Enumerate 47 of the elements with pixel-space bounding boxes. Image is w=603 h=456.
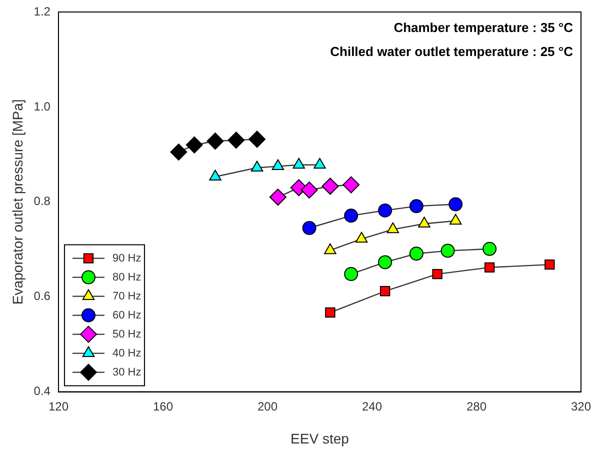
point [206,132,224,150]
point [344,267,358,282]
y-tick-label: 0.6 [34,289,51,304]
point [322,178,339,195]
y-tick-label: 1.0 [34,99,51,114]
annotation: Chilled water outlet temperature : 25 °C [330,44,574,60]
point [228,132,245,149]
x-axis-title: EEV step [290,430,350,446]
point [440,244,455,258]
x-tick-label: 240 [362,399,382,414]
point [248,130,266,148]
legend-label: 40 Hz [112,347,142,360]
y-tick-label: 1.2 [34,4,51,18]
y-tick-label: 0.4 [34,384,51,398]
point [186,136,203,154]
y-axis-title: Evaporator outlet pressure [MPa] [9,99,26,305]
point [380,286,390,296]
point [344,208,358,223]
y-tick-label: 0.8 [34,194,51,208]
legend-label: 80 Hz [112,271,142,284]
point [482,242,497,256]
point [272,159,284,170]
legend-label: 60 Hz [112,309,142,322]
point [448,197,463,212]
x-tick-label: 160 [152,399,174,414]
x-tick-label: 120 [48,399,69,414]
point [269,188,286,206]
point [325,307,336,318]
legend-label: 90 Hz [112,252,142,264]
x-tick-label: 280 [466,399,487,414]
point [432,268,442,280]
x-tick-label: 320 [570,399,592,414]
point [342,176,360,194]
point [409,246,424,261]
point [544,259,555,270]
x-tick-label: 200 [257,399,278,414]
point [378,203,392,218]
legend-label: 50 Hz [112,328,142,340]
point [302,221,316,236]
point [378,255,392,270]
point [409,199,424,214]
legend-label: 30 Hz [112,366,142,378]
point [300,182,318,199]
point [484,262,495,273]
annotation: Chamber temperature : 35 °C [394,20,574,36]
point [170,144,188,161]
legend-label: 70 Hz [112,290,142,302]
